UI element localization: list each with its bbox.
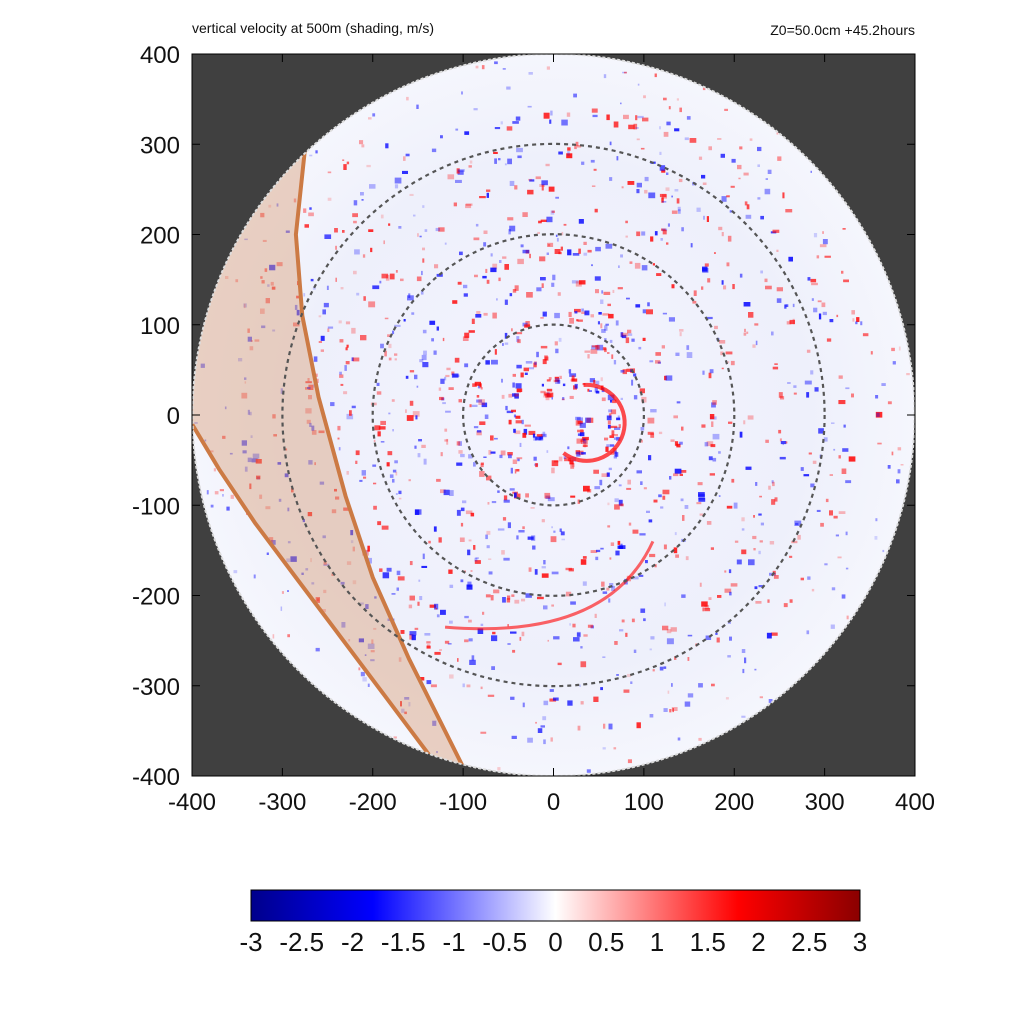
colorbar-tick-label: 1 xyxy=(650,927,664,957)
y-tick-label: 200 xyxy=(140,223,180,250)
y-tick-label: -400 xyxy=(132,764,180,791)
colorbar-ticks: -3 -2.5 -2 -1.5 -1 -0.5 0 0.5 1 1.5 2 2.5 3 xyxy=(239,927,867,957)
colorbar-tick-label: -1.5 xyxy=(381,927,426,957)
velocity-field xyxy=(194,61,910,773)
x-tick-label: 300 xyxy=(805,789,845,816)
x-tick-label: 400 xyxy=(895,789,935,816)
range-rings xyxy=(281,142,826,688)
x-tick-label: -100 xyxy=(439,789,487,816)
time-annotation: Z0=50.0cm +45.2hours xyxy=(770,22,915,38)
colorbar-tick-label: 0 xyxy=(548,927,562,957)
colorbar xyxy=(250,889,861,922)
colorbar-tick-label: 2 xyxy=(751,927,765,957)
colorbar-tick-label: 3 xyxy=(853,927,867,957)
colorbar-tick-label: 1.5 xyxy=(690,927,726,957)
x-tick-label: 100 xyxy=(624,789,664,816)
y-tick-label: -300 xyxy=(132,674,180,701)
x-tick-label: 0 xyxy=(547,789,560,816)
band-fill xyxy=(192,144,468,776)
colorbar-tick-label: -0.5 xyxy=(482,927,527,957)
colorbar-tick-label: 2.5 xyxy=(791,927,827,957)
colorbar-tick-label: -1 xyxy=(442,927,465,957)
x-tick-label: -300 xyxy=(258,789,306,816)
y-tick-label: 100 xyxy=(140,313,180,340)
y-tick-label: 0 xyxy=(167,403,180,430)
range-ring-200 xyxy=(371,233,736,597)
range-ring-100 xyxy=(462,323,646,507)
axes: -400 -300 -200 -100 0 100 200 300 400 400 300 200 10… xyxy=(132,42,935,816)
range-ring-300 xyxy=(281,142,826,688)
y-tick-label: -200 xyxy=(132,584,180,611)
y-tick-label: -100 xyxy=(132,493,180,520)
domain-disk xyxy=(192,54,915,776)
x-tick-label: 200 xyxy=(714,789,754,816)
x-tick-label: -400 xyxy=(168,789,216,816)
y-tick-label: 300 xyxy=(140,132,180,159)
band-outer-edge xyxy=(293,148,470,776)
x-tick-label: -200 xyxy=(349,789,397,816)
y-tick-label: 400 xyxy=(140,42,180,69)
colorbar-tick-label: -2 xyxy=(341,927,364,957)
colorbar-tick-label: -2.5 xyxy=(279,927,324,957)
colorbar-tick-label: 0.5 xyxy=(588,927,624,957)
colorbar-tick-label: -3 xyxy=(239,927,262,957)
highlighted-band xyxy=(192,144,470,776)
plot-title: vertical velocity at 500m (shading, m/s) xyxy=(192,20,434,36)
band-inner-edge xyxy=(192,422,447,776)
